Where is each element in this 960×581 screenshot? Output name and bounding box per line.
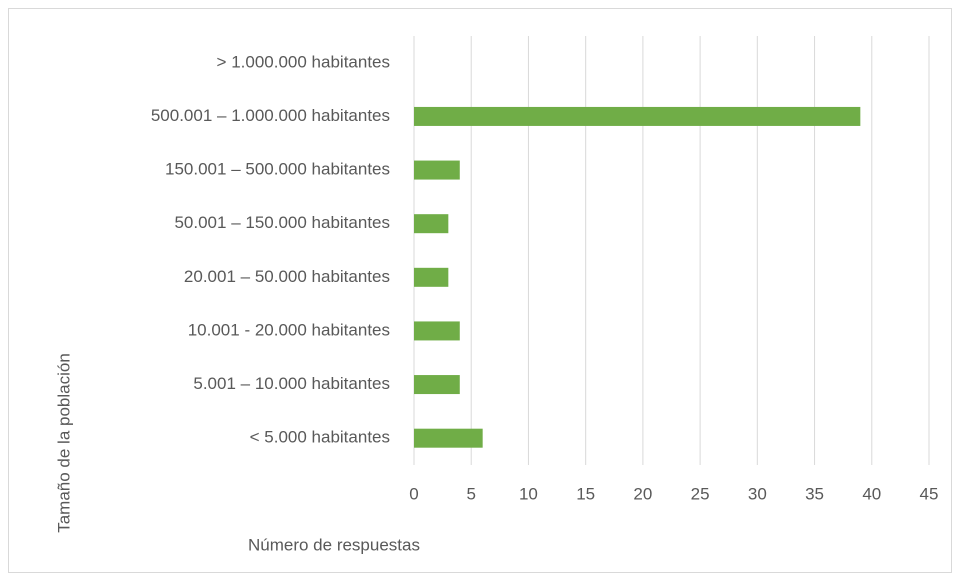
y-tick-label: < 5.000 habitantes	[250, 428, 390, 447]
x-tick-label: 10	[519, 484, 538, 503]
bar	[414, 267, 449, 287]
y-tick-label: 5.001 – 10.000 habitantes	[193, 374, 390, 393]
x-axis-label: Número de respuestas	[248, 535, 420, 554]
x-tick-label: 5	[466, 484, 475, 503]
bar	[414, 321, 460, 341]
x-tick-label: 40	[862, 484, 881, 503]
x-tick-label: 45	[920, 484, 939, 503]
bar	[414, 375, 460, 395]
bar	[414, 428, 483, 448]
y-tick-label: 150.001 – 500.000 habitantes	[165, 160, 390, 179]
y-tick-label: > 1.000.000 habitantes	[217, 52, 390, 71]
x-tick-label: 35	[805, 484, 824, 503]
x-tick-label: 25	[691, 484, 710, 503]
x-tick-label: 20	[633, 484, 652, 503]
y-tick-label: 10.001 - 20.000 habitantes	[188, 320, 390, 339]
bar	[414, 160, 460, 180]
bar	[414, 106, 861, 126]
y-axis-label: Tamaño de la población	[54, 353, 73, 533]
x-tick-label: 0	[409, 484, 418, 503]
y-tick-label: 500.001 – 1.000.000 habitantes	[151, 106, 390, 125]
x-tick-label: 30	[748, 484, 767, 503]
y-tick-label: 20.001 – 50.000 habitantes	[184, 267, 390, 286]
y-tick-label: 50.001 – 150.000 habitantes	[174, 213, 390, 232]
bar	[414, 214, 449, 234]
chart-border	[8, 8, 952, 573]
x-tick-label: 15	[576, 484, 595, 503]
